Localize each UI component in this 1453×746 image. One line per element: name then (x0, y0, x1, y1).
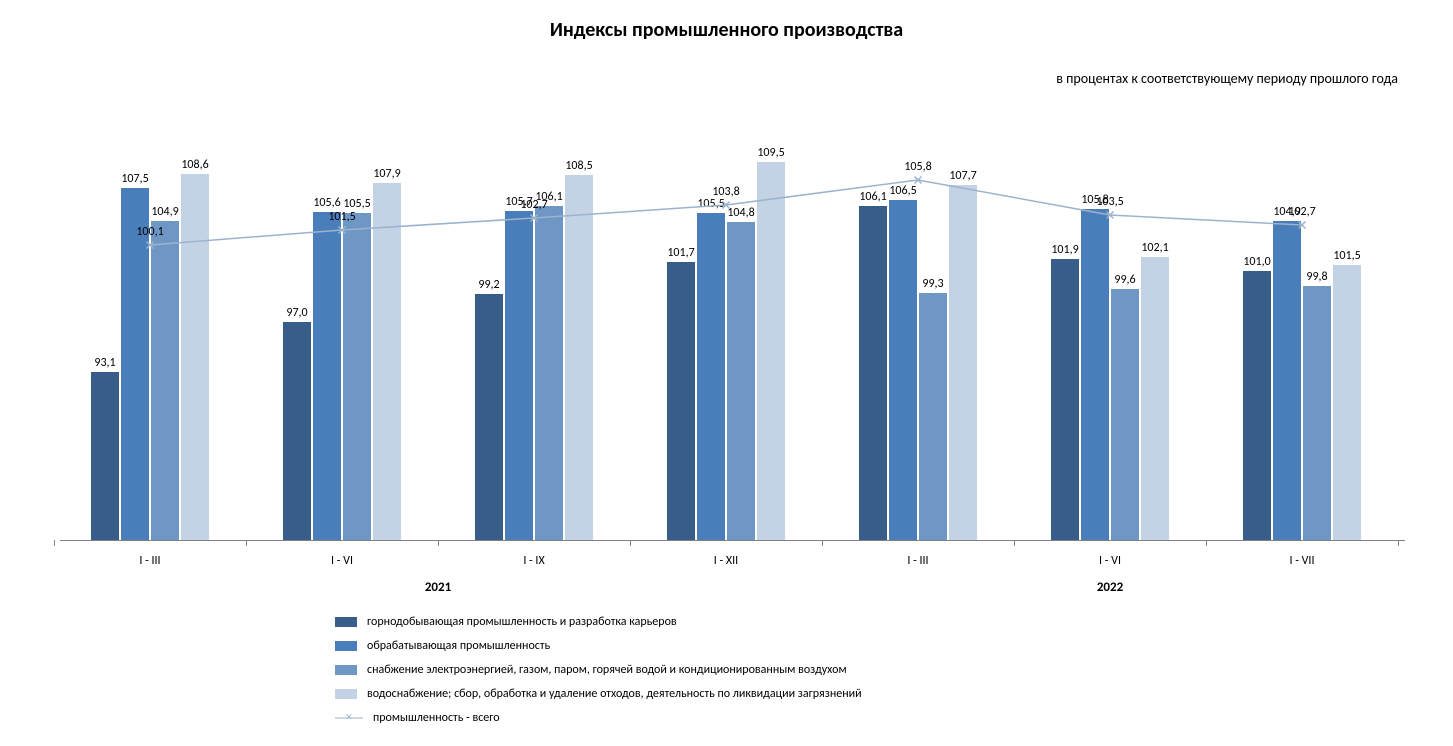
bar-label-energy: 99,6 (1105, 273, 1145, 287)
bar-label-energy: 99,3 (913, 277, 953, 291)
bar-manufacturing (889, 200, 917, 540)
legend-label: водоснабжение; сбор, обработка и удалени… (367, 687, 862, 701)
bar-manufacturing (697, 213, 725, 540)
category-label: I - VI (1060, 554, 1160, 568)
bar-label-water: 102,1 (1135, 241, 1175, 255)
legend-item-mining: горнодобывающая промышленность и разрабо… (335, 610, 862, 634)
line-point-label: 101,5 (317, 210, 367, 224)
bar-label-mining: 99,2 (469, 278, 509, 292)
bar-mining (1051, 259, 1079, 540)
legend-label: промышленность - всего (373, 711, 500, 725)
bar-label-water: 108,5 (559, 159, 599, 173)
bar-label-water: 107,9 (367, 167, 407, 181)
bar-mining (283, 322, 311, 540)
chart-stage: Индексы промышленного производства в проц… (0, 0, 1453, 746)
line-point-label: 103,5 (1085, 195, 1135, 209)
legend-item-energy: снабжение электроэнергией, газом, паром,… (335, 658, 862, 682)
x-axis (60, 540, 1405, 541)
legend-swatch (335, 689, 357, 699)
bar-mining (1243, 271, 1271, 540)
bar-label-mining: 97,0 (277, 306, 317, 320)
chart-subtitle: в процентах к соответствующему периоду п… (1056, 70, 1398, 87)
legend-item-total: × промышленность - всего (335, 706, 862, 730)
bar-label-energy: 104,8 (721, 206, 761, 220)
year-label: 2021 (388, 580, 488, 595)
legend-swatch (335, 617, 357, 627)
bar-water (565, 175, 593, 540)
legend-item-manufacturing: обрабатывающая промышленность (335, 634, 862, 658)
bar-label-mining: 101,0 (1237, 255, 1277, 269)
bar-energy (151, 221, 179, 540)
bar-mining (667, 262, 695, 540)
bar-energy (1111, 289, 1139, 540)
line-point-label: 102,7 (1277, 205, 1327, 219)
bar-label-water: 108,6 (175, 158, 215, 172)
legend-label: горнодобывающая промышленность и разрабо… (367, 615, 677, 629)
bar-manufacturing (1273, 221, 1301, 540)
bar-energy (535, 206, 563, 540)
bar-label-manufacturing: 107,5 (115, 172, 155, 186)
legend-swatch: × (335, 711, 363, 725)
bar-water (373, 183, 401, 540)
bar-manufacturing (1081, 209, 1109, 540)
bar-label-water: 107,7 (943, 169, 983, 183)
bar-water (949, 185, 977, 540)
bar-mining (91, 372, 119, 540)
bar-label-water: 101,5 (1327, 249, 1367, 263)
bar-mining (475, 294, 503, 540)
legend-swatch (335, 665, 357, 675)
bar-manufacturing (121, 188, 149, 540)
bar-energy (343, 213, 371, 540)
bar-label-mining: 101,9 (1045, 243, 1085, 257)
bar-energy (1303, 286, 1331, 540)
bar-energy (919, 293, 947, 540)
line-point-label: 102,7 (509, 198, 559, 212)
legend-swatch (335, 641, 357, 651)
category-label: I - IX (484, 554, 584, 568)
bar-label-energy: 99,8 (1297, 270, 1337, 284)
bar-label-manufacturing: 106,5 (883, 184, 923, 198)
legend: горнодобывающая промышленность и разрабо… (335, 610, 862, 730)
bar-manufacturing (505, 211, 533, 540)
chart-title: Индексы промышленного производства (0, 18, 1453, 42)
category-label: I - VI (292, 554, 392, 568)
legend-label: снабжение электроэнергией, газом, паром,… (367, 663, 847, 677)
bar-water (757, 162, 785, 540)
bar-water (1141, 257, 1169, 540)
year-label: 2022 (1060, 580, 1160, 595)
legend-item-water: водоснабжение; сбор, обработка и удалени… (335, 682, 862, 706)
category-label: I - III (100, 554, 200, 568)
category-label: I - XII (676, 554, 776, 568)
bar-water (1333, 265, 1361, 540)
line-point-label: 105,8 (893, 160, 943, 174)
bar-label-energy: 104,9 (145, 205, 185, 219)
bar-manufacturing (313, 212, 341, 540)
bar-mining (859, 206, 887, 540)
line-point-label: 103,8 (701, 185, 751, 199)
bar-label-water: 109,5 (751, 146, 791, 160)
bar-energy (727, 222, 755, 540)
bar-label-mining: 101,7 (661, 246, 701, 260)
bar-water (181, 174, 209, 540)
line-point-label: 100,1 (125, 225, 175, 239)
category-label: I - VII (1252, 554, 1352, 568)
category-label: I - III (868, 554, 968, 568)
bar-label-mining: 93,1 (85, 356, 125, 370)
legend-label: обрабатывающая промышленность (367, 639, 550, 653)
